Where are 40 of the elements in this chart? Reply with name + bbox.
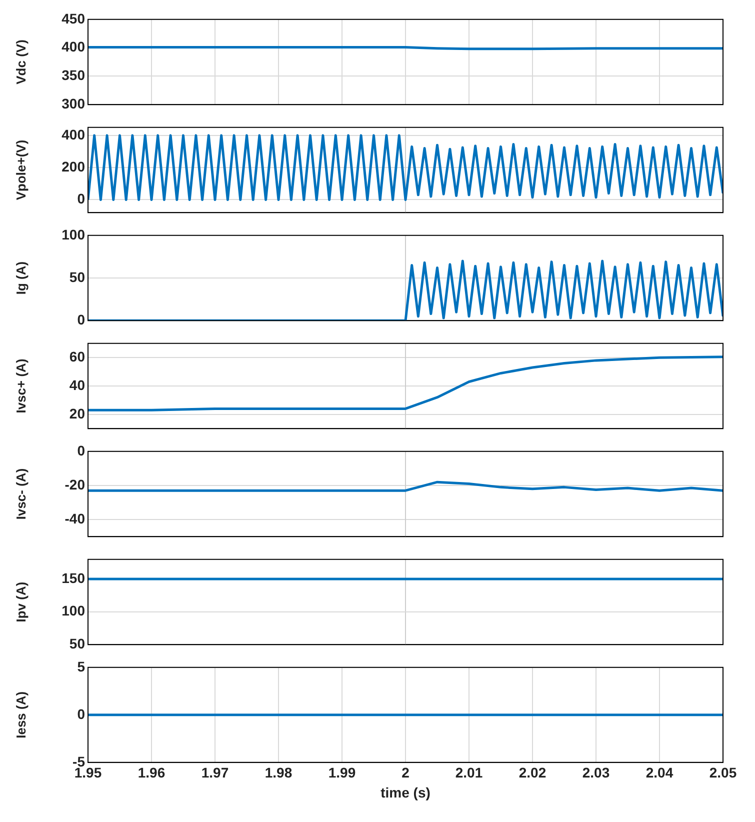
y-tick-label: 350 xyxy=(62,67,86,84)
y-tick-label: 0 xyxy=(77,190,86,207)
x-axis-title: time (s) xyxy=(380,784,430,800)
y-tick-label: -5 xyxy=(72,753,86,770)
y-tick-label: 200 xyxy=(62,158,86,174)
y-tick-label: 0 xyxy=(77,442,86,458)
y-tick-label: 0 xyxy=(77,311,86,328)
y-axis-title: Vpole+(V) xyxy=(13,140,28,200)
x-tick-label: 1.97 xyxy=(201,764,229,781)
y-tick-label: 50 xyxy=(69,268,86,285)
y-axis-title: Vdc (V) xyxy=(13,40,28,84)
y-axis-title: Ivsc- (A) xyxy=(13,468,28,520)
x-tick-label: 1.96 xyxy=(138,764,166,781)
x-tick-label: 2.03 xyxy=(582,764,610,781)
x-tick-label: 2.05 xyxy=(709,764,737,781)
y-tick-label: 0 xyxy=(77,706,86,722)
y-tick-label: 400 xyxy=(62,38,86,55)
y-tick-label: 50 xyxy=(69,635,86,652)
y-tick-label: 100 xyxy=(62,602,86,619)
y-tick-label: 60 xyxy=(69,348,86,364)
y-tick-label: 150 xyxy=(62,570,86,586)
y-tick-label: 450 xyxy=(62,10,86,26)
y-tick-label: -20 xyxy=(64,476,86,492)
y-axis-title: Ivsc+ (A) xyxy=(13,358,28,414)
y-tick-label: 5 xyxy=(77,658,86,674)
y-tick-label: 100 xyxy=(62,226,86,242)
y-tick-label: 20 xyxy=(69,405,86,422)
x-tick-label: 1.98 xyxy=(264,764,292,781)
x-tick-label: 2.01 xyxy=(455,764,483,781)
x-tick-label: 2.04 xyxy=(646,764,674,781)
y-tick-label: -40 xyxy=(64,510,86,526)
y-axis-title: Ipv (A) xyxy=(13,582,28,622)
y-axis-title: Ig (A) xyxy=(13,261,28,295)
y-tick-label: 400 xyxy=(62,126,86,142)
y-tick-label: 300 xyxy=(62,95,86,112)
y-axis-title: Iess (A) xyxy=(13,691,28,738)
x-tick-label: 2 xyxy=(402,764,410,781)
y-tick-label: 40 xyxy=(69,376,86,393)
x-tick-label: 2.02 xyxy=(518,764,546,781)
x-tick-label: 1.99 xyxy=(328,764,356,781)
